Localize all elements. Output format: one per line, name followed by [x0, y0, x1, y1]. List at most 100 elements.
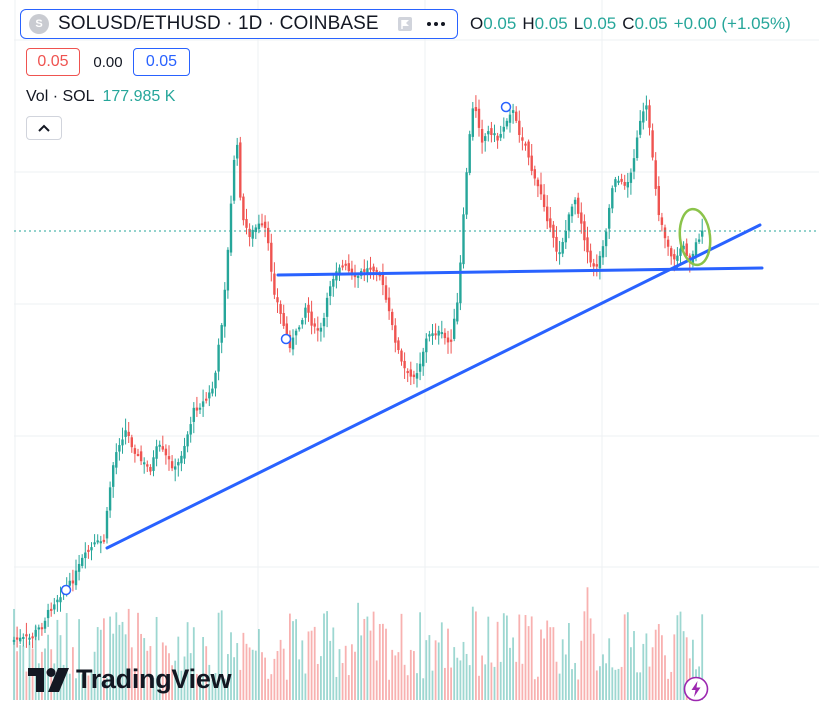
candle-body: [161, 446, 164, 450]
volume-bar: [490, 662, 493, 700]
candle-body: [604, 231, 608, 247]
volume-bar: [130, 647, 133, 700]
candle-body: [580, 212, 583, 224]
symbol-search[interactable]: S SOLUSD/ETHUSD · 1D · COINBASE: [20, 9, 458, 39]
ohlc-values: O0.05 H0.05 L0.05 C0.05 +0.00 (+1.05%): [470, 14, 797, 34]
close-label: C: [622, 14, 635, 33]
volume-bar: [369, 630, 372, 700]
candle-body: [471, 108, 474, 137]
candle-body: [515, 111, 518, 121]
candle-body: [139, 451, 143, 462]
volume-bar: [431, 670, 434, 700]
lightning-icon[interactable]: [683, 676, 709, 702]
volume-bar: [254, 650, 257, 700]
volume-bar: [307, 631, 310, 700]
volume-bar: [456, 657, 459, 700]
sell-price-button[interactable]: 0.05: [26, 48, 80, 76]
volume-bar: [440, 622, 443, 700]
candle-body: [74, 570, 78, 586]
candle-body: [108, 487, 112, 511]
candle-body: [208, 392, 211, 399]
candle-body: [158, 444, 161, 447]
volume-bar: [13, 608, 15, 700]
candle-body: [592, 263, 595, 267]
candle-body: [282, 313, 285, 326]
tradingview-wordmark: TradingView: [76, 664, 232, 694]
volume-bar: [180, 670, 183, 700]
candle-body: [437, 330, 440, 336]
candle-body: [50, 608, 53, 611]
volume-bar: [310, 630, 313, 700]
candle-body: [434, 333, 437, 336]
volume-bar: [499, 661, 502, 700]
candle-body: [149, 466, 152, 472]
volume-bar: [447, 628, 449, 700]
candle-body: [642, 111, 645, 123]
candle-body: [412, 374, 416, 378]
volume-bar: [341, 663, 344, 700]
candle-body: [276, 297, 279, 303]
candle-body: [462, 214, 465, 265]
tradingview-logo[interactable]: TradingView: [28, 664, 232, 695]
candle-body: [322, 317, 326, 327]
volume-bar: [502, 613, 505, 700]
candle-body: [15, 637, 19, 640]
volume-value: 177.985 K: [102, 88, 176, 105]
volume-bar: [242, 632, 245, 700]
candle-body: [676, 255, 679, 261]
volume-bar: [549, 627, 552, 700]
volume-bar: [416, 673, 418, 700]
candle-body: [505, 120, 509, 127]
candle-body: [632, 158, 636, 172]
flag-icon[interactable]: [397, 16, 413, 32]
candle-body: [394, 325, 397, 343]
candle-body: [12, 639, 16, 642]
candle-body: [409, 369, 412, 377]
candle-body: [34, 629, 37, 637]
highlight-circle: [678, 207, 712, 267]
volume-bar: [211, 679, 214, 700]
candle-body: [586, 237, 589, 253]
volume-bar: [230, 632, 232, 700]
volume-bar: [611, 667, 614, 700]
volume-bar: [168, 653, 170, 700]
candle-body: [112, 465, 115, 487]
candle-body: [22, 636, 25, 639]
candle-body: [648, 105, 651, 128]
volume-bar: [682, 631, 685, 700]
candle-body: [536, 179, 540, 187]
candle-body: [496, 135, 499, 141]
candle-body: [679, 248, 682, 256]
candle-body: [214, 372, 217, 389]
candle-body: [304, 307, 307, 318]
volume-bar: [248, 647, 251, 700]
volume-bar: [183, 656, 186, 700]
candle-body: [251, 229, 254, 239]
volume-bar: [583, 611, 586, 700]
buy-price-button[interactable]: 0.05: [133, 48, 190, 76]
volume-bar: [670, 671, 673, 700]
candle-body: [143, 462, 146, 465]
volume-bar: [400, 613, 403, 700]
candle-body: [546, 206, 549, 222]
volume-bar: [617, 668, 620, 700]
collapse-legend-button[interactable]: [26, 116, 62, 140]
candle-body: [124, 430, 127, 437]
volume-bar: [354, 651, 356, 700]
candle-body: [325, 297, 329, 317]
candle-body: [313, 323, 316, 327]
candle-body: [245, 219, 248, 228]
candle-body: [347, 263, 350, 272]
volume-bar: [391, 649, 394, 700]
volume-bar: [62, 664, 65, 700]
more-options-icon[interactable]: [425, 14, 447, 34]
candle-body: [601, 246, 605, 258]
volume-bar: [34, 625, 37, 700]
volume-bar: [620, 666, 623, 700]
candle-body: [608, 207, 611, 229]
volume-bar: [93, 651, 96, 700]
volume-bar: [217, 612, 220, 700]
volume-bar: [406, 675, 409, 700]
volume-bar: [595, 670, 598, 700]
